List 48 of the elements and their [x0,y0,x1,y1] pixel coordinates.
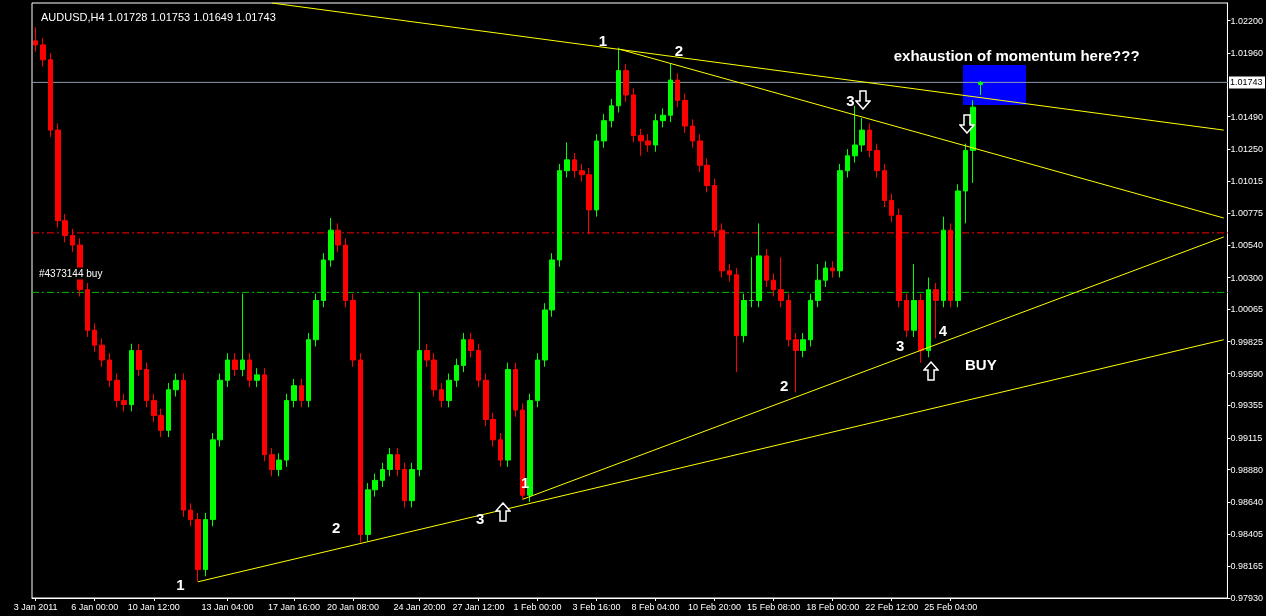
annotation: 2 [779,376,789,394]
annotation: 2 [331,518,341,536]
x-tick-label: 27 Jan 12:00 [452,601,505,612]
x-tick-label: 24 Jan 20:00 [393,601,446,612]
annotation: 1 [176,575,185,593]
x-tick-label: 22 Feb 12:00 [865,601,919,612]
x-tick-label: 18 Feb 00:00 [806,601,860,612]
annotation: 1 [598,31,608,49]
y-tick-label: 1.00775 [1230,208,1264,219]
y-tick-label: 1.00300 [1230,272,1264,283]
ref-line-label: #4373144 buy [39,267,103,279]
x-tick-label: 20 Jan 08:00 [326,601,380,612]
annotation: 2 [674,41,684,59]
y-tick-label: 0.99355 [1230,400,1264,411]
annotation: BUY [965,355,997,373]
annotation: 3 [895,336,905,354]
y-tick-label: 0.99825 [1230,336,1264,347]
ref-line-label: 1.01743 [1230,77,1263,88]
y-tick-label: 1.00065 [1230,304,1264,315]
x-tick-label: 3 Jan 2011 [13,601,58,612]
y-tick-label: 0.97930 [1230,593,1264,603]
y-tick-label: 1.01015 [1230,175,1264,186]
x-tick-label: 15 Feb 08:00 [747,601,801,612]
y-tick-label: 0.98165 [1230,561,1264,572]
x-tick-label: 10 Jan 12:00 [127,601,180,612]
x-tick-label: 25 Feb 04:00 [924,601,978,612]
x-tick-label: 1 Feb 00:00 [513,601,562,612]
text: AUDUSD,H4 1.01728 1.01753 1.01649 1.01743 [41,10,276,23]
annotation: exhaustion of momentum here??? [893,46,1140,64]
x-tick-label: 8 Feb 04:00 [631,601,680,612]
x-tick-label: 17 Jan 16:00 [267,601,320,612]
y-tick-label: 0.99590 [1230,368,1264,379]
y-tick-label: 1.01960 [1230,48,1264,59]
x-tick-label: 3 Feb 16:00 [572,601,621,612]
y-tick-label: 0.99115 [1230,432,1263,443]
x-tick-label: 6 Jan 00:00 [71,601,119,612]
x-tick-label: 10 Feb 20:00 [688,601,742,612]
annotation: 3 [846,91,855,109]
y-tick-label: 0.98640 [1230,496,1264,507]
y-tick-label: 0.98880 [1230,464,1264,475]
y-tick-label: 0.98405 [1230,528,1264,539]
x-tick-label: 13 Jan 04:00 [201,601,254,612]
y-tick-label: 1.00540 [1230,240,1264,251]
y-tick-label: 1.01490 [1230,111,1264,122]
annotation: 4 [938,321,948,339]
annotation: 1 [520,473,530,491]
y-tick-label: 1.01250 [1230,144,1264,155]
y-tick-label: 1.02200 [1230,15,1264,26]
